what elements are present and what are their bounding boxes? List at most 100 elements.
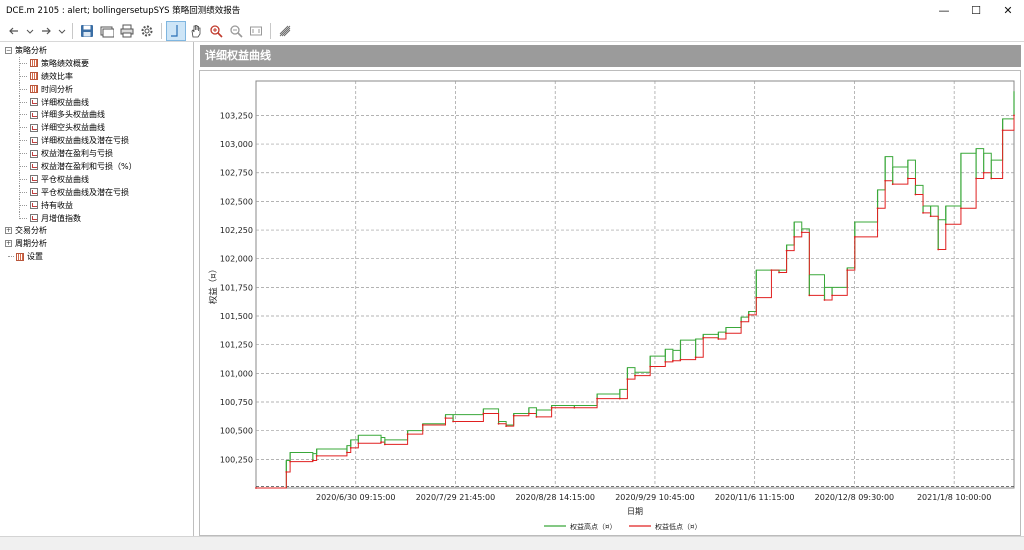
tree-connector — [19, 153, 27, 155]
tree-item-label: 权益潜在盈利与亏损 — [41, 149, 113, 159]
y-tick-label: 100,500 — [220, 427, 253, 436]
low-point-mark — [649, 365, 652, 368]
close-button[interactable]: ✕ — [1003, 3, 1013, 17]
y-tick-label: 101,000 — [220, 369, 253, 378]
low-point-mark — [550, 406, 553, 409]
chart-report-icon — [30, 175, 38, 184]
tree-item[interactable]: 策略绩效概要 — [0, 56, 193, 70]
low-point-mark — [914, 193, 917, 196]
tree-item[interactable]: 详细权益曲线及潜在亏损 — [0, 134, 193, 148]
low-point-mark — [626, 378, 629, 380]
tree-group[interactable]: + 交易分析 — [0, 224, 193, 237]
expand-icon[interactable]: + — [5, 240, 12, 248]
table-report-icon — [30, 85, 38, 94]
dropdown-icon[interactable] — [56, 21, 68, 41]
y-tick-label: 103,250 — [220, 111, 253, 120]
low-point-mark — [285, 471, 288, 473]
settings-icon[interactable] — [137, 21, 157, 41]
tree-item[interactable]: 详细权益曲线 — [0, 95, 193, 109]
export-icon[interactable] — [275, 21, 295, 41]
low-point-mark — [618, 397, 621, 400]
low-point-mark — [846, 269, 849, 272]
low-point-mark — [785, 249, 788, 252]
zoom-out-icon[interactable] — [226, 21, 246, 41]
x-tick-label: 2020/7/29 21:45:00 — [416, 493, 496, 502]
low-point-mark — [823, 299, 826, 301]
low-point-mark — [853, 236, 856, 238]
tree-item[interactable]: 时间分析 — [0, 82, 193, 96]
chart-area[interactable]: 100,250 100,500 100,750 101,000 101,250 101,5… — [199, 70, 1021, 536]
y-tick-label: 102,000 — [220, 255, 253, 264]
low-point-mark — [717, 338, 720, 340]
legend-label: 权益低点（¤） — [655, 522, 701, 531]
low-point-mark — [406, 433, 409, 436]
tree-item[interactable]: 持有收益 — [0, 198, 193, 212]
y-tick-label: 100,250 — [220, 455, 253, 464]
low-point-mark — [289, 460, 292, 463]
tree-item[interactable]: 绩效比率 — [0, 69, 193, 83]
back-icon[interactable] — [4, 21, 24, 41]
chart-report-icon — [30, 201, 38, 210]
tree-item[interactable]: 权益潜在盈利与亏损 — [0, 147, 193, 161]
tree-connector — [19, 178, 27, 180]
tree-connector — [19, 62, 27, 64]
tree-connector — [19, 166, 27, 168]
tree-group[interactable]: − 策略分析 — [0, 44, 193, 57]
low-point-mark — [884, 179, 887, 182]
tree-item-label: 持有收益 — [41, 200, 73, 210]
low-point-mark — [702, 336, 705, 339]
plot-area — [255, 80, 1015, 489]
save-icon[interactable] — [77, 21, 97, 41]
print-icon[interactable] — [117, 21, 137, 41]
low-point-mark — [535, 416, 538, 418]
zoom-fit-icon[interactable] — [246, 21, 266, 41]
chart-report-icon — [30, 188, 38, 197]
tree-connector — [19, 114, 27, 116]
tree-item-label: 平仓权益曲线及潜在亏损 — [41, 187, 129, 197]
tree-item-label: 平仓权益曲线 — [41, 174, 89, 184]
tree-item[interactable]: 详细空头权益曲线 — [0, 121, 193, 135]
tree-item[interactable]: 详细多头权益曲线 — [0, 108, 193, 122]
tree-item-label: 详细空头权益曲线 — [41, 123, 105, 133]
low-point-mark — [512, 414, 515, 417]
pan-hand-icon[interactable] — [186, 21, 206, 41]
tree-group-label: 周期分析 — [15, 239, 47, 249]
low-point-mark — [778, 271, 780, 274]
x-tick-label: 2021/1/8 10:00:00 — [917, 493, 991, 502]
minimize-button[interactable]: — — [938, 3, 950, 17]
y-axis-label: 权益（¤） — [208, 265, 219, 304]
low-point-mark — [960, 207, 962, 210]
equity-chart[interactable]: 100,250 100,500 100,750 101,000 101,250 101,5… — [200, 71, 1022, 537]
tree-connector — [19, 204, 27, 206]
tree-group[interactable]: + 周期分析 — [0, 237, 193, 250]
maximize-button[interactable]: ☐ — [971, 3, 981, 17]
toolbar-separator — [72, 22, 73, 39]
y-tick-label: 101,250 — [220, 341, 253, 350]
x-tick-label: 2020/11/6 11:15:00 — [715, 493, 795, 502]
crosshair-icon[interactable] — [166, 20, 186, 41]
low-point-mark — [740, 320, 743, 323]
table-report-icon — [30, 72, 38, 81]
tree-item-settings[interactable]: 设置 — [0, 250, 193, 263]
low-point-mark — [944, 223, 947, 226]
low-point-mark — [527, 412, 530, 415]
tree-item[interactable]: 月增值指数 — [0, 211, 193, 225]
low-point-mark — [315, 454, 318, 457]
y-tick-label: 102,500 — [220, 197, 253, 206]
chart-report-icon — [30, 136, 38, 145]
tree-item[interactable]: 平仓权益曲线及潜在亏损 — [0, 185, 193, 199]
expand-icon[interactable]: + — [5, 227, 12, 235]
tree-item-label: 策略绩效概要 — [41, 58, 89, 68]
collapse-icon[interactable]: − — [5, 46, 12, 54]
tree-item[interactable]: 平仓权益曲线 — [0, 172, 193, 186]
zoom-in-icon[interactable] — [206, 21, 226, 41]
low-point-mark — [497, 422, 500, 425]
tree-item[interactable]: 权益潜在盈利和亏损（%） — [0, 160, 193, 174]
forward-icon[interactable] — [36, 21, 56, 41]
settings-table-icon — [16, 252, 24, 261]
low-point-mark — [891, 183, 894, 186]
dropdown-icon[interactable] — [24, 21, 36, 41]
toolbar — [0, 20, 1024, 42]
open-icon[interactable] — [97, 21, 117, 41]
tree-group-label: 策略分析 — [15, 45, 47, 55]
